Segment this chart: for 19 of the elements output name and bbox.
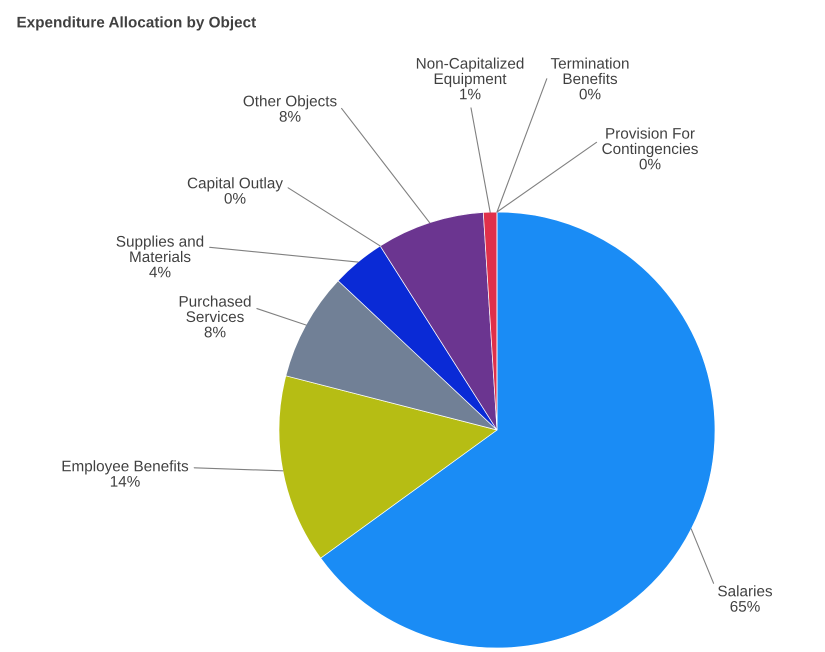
text: 0% (640, 158, 660, 170)
category-label: Capital Outlay (188, 177, 283, 192)
slice-label: Other Objects (244, 95, 337, 110)
data-label: 1% (460, 88, 480, 100)
text: 0% (580, 88, 600, 100)
data-label: 65% (730, 600, 760, 612)
category-label: Termination Benefits (550, 58, 628, 84)
category-label: Provision For Contingencies (602, 128, 698, 158)
slice-label: Employee Benefits (62, 460, 188, 474)
text: 0% (224, 192, 246, 204)
data-label: 8% (280, 110, 300, 122)
data-label: 8% (204, 326, 226, 338)
data-label: 14% (110, 476, 140, 487)
slice-label: Supplies and Materials (116, 236, 204, 262)
data-label: 4% (149, 266, 170, 278)
slice-label: Purchased Services (180, 296, 251, 322)
chart-title: Expenditure Allocation by Object (18, 16, 256, 31)
slice-label: Salaries (718, 585, 772, 596)
slice-label: Non-Capitalized Equipment (416, 58, 524, 88)
